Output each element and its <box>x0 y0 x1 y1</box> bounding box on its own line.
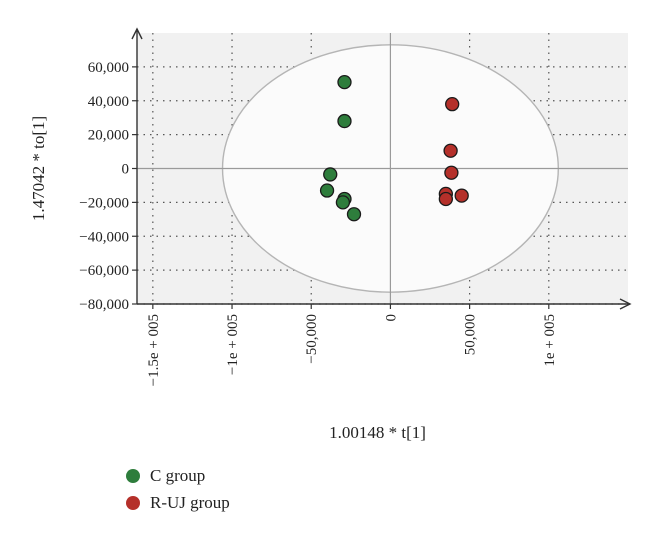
x-tick-labels: −1.5e + 005 −1e + 005 −50,000 0 50,000 1e + 0… <box>146 304 558 386</box>
c-group-point <box>323 167 338 182</box>
ruj-group-point <box>454 188 469 203</box>
y-tick-label: 0 <box>122 162 130 178</box>
legend-swatch-c-group <box>126 468 140 483</box>
zero-lines <box>137 33 628 304</box>
ruj-group-point <box>445 96 460 112</box>
y-axis-arrow <box>131 27 143 40</box>
x-tick-label: −1.5e + 005 <box>146 314 162 386</box>
data-points <box>319 74 469 222</box>
ruj-group-point <box>443 143 458 158</box>
x-tick-label: −50,000 <box>304 314 320 364</box>
legend-swatch-ruj-group <box>126 495 140 510</box>
y-tick-label: −40,000 <box>79 229 129 245</box>
y-tick-label: −60,000 <box>79 263 129 279</box>
c-group-point <box>319 183 335 198</box>
x-axis-arrow <box>619 298 632 310</box>
x-tick-label: 1e + 005 <box>542 314 558 367</box>
c-group-point <box>335 195 351 210</box>
y-axis-label: 1.47042 * to[1] <box>29 116 48 221</box>
ruj-group-point <box>438 191 454 207</box>
legend-label-c-group: C group <box>150 465 206 485</box>
x-tick-label: 50,000 <box>463 314 479 355</box>
y-tick-label: 40,000 <box>88 94 129 110</box>
x-tick-label: 0 <box>383 314 399 322</box>
x-axis-label: 1.00148 * t[1] <box>329 423 426 442</box>
legend-label-ruj-group: R-UJ group <box>150 492 230 512</box>
axes <box>131 27 632 310</box>
c-group-point <box>337 74 352 90</box>
y-tick-label: −80,000 <box>79 297 129 313</box>
legend: C group R-UJ group <box>126 462 230 516</box>
y-tick-labels: 60,000 40,000 20,000 0 −20,000 −40,000 −60,000… <box>79 60 137 313</box>
legend-item-ruj-group: R-UJ group <box>126 489 230 516</box>
legend-item-c-group: C group <box>126 462 230 489</box>
y-tick-label: 20,000 <box>88 128 129 144</box>
y-tick-label: 60,000 <box>88 60 129 76</box>
ruj-group-point <box>444 165 459 180</box>
x-tick-label: −1e + 005 <box>225 314 241 375</box>
c-group-point <box>346 207 362 222</box>
c-group-point <box>337 113 352 129</box>
y-tick-label: −20,000 <box>79 195 129 211</box>
